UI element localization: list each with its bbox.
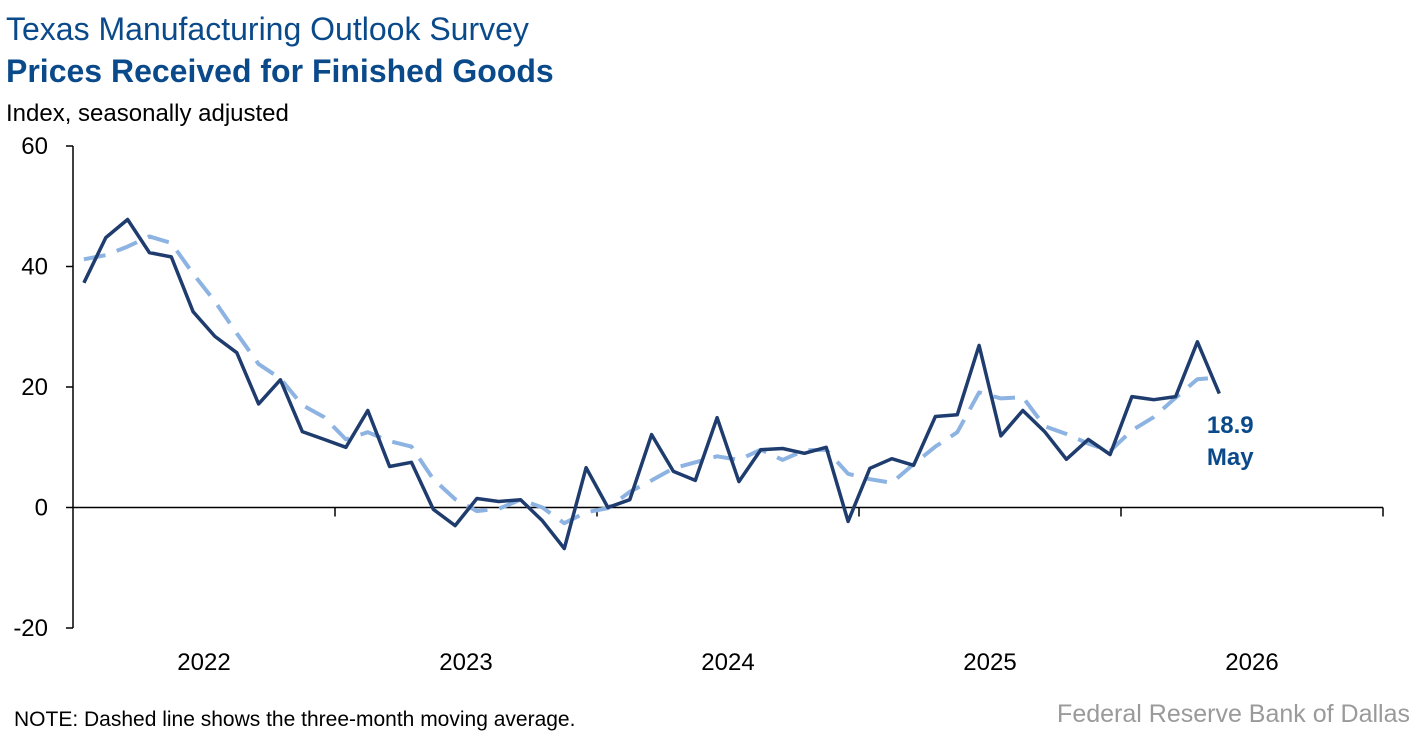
y-tick-label: 20 — [21, 374, 48, 401]
annotation: May — [1207, 444, 1254, 471]
x-tick-label: 2026 — [1225, 649, 1278, 676]
x-tick-label: 2024 — [701, 649, 754, 676]
chart-title: Texas Manufacturing Outlook Survey — [6, 11, 529, 47]
y-tick-label: -20 — [13, 615, 48, 642]
data-label: 18.9 — [1207, 412, 1254, 439]
y-tick-label: 40 — [21, 254, 48, 281]
chart-subtitle: Prices Received for Finished Goods — [6, 53, 554, 89]
moving-average-line — [83, 234, 1220, 526]
x-tick-label: 2023 — [439, 649, 492, 676]
x-tick-label: 2025 — [963, 649, 1016, 676]
index-line — [82, 217, 1221, 551]
x-tick-label: 2022 — [177, 649, 230, 676]
source: Federal Reserve Bank of Dallas — [1057, 700, 1410, 728]
y-tick-label: 0 — [35, 495, 48, 522]
y-tick-label: 60 — [21, 133, 48, 160]
y-axis-label: Index, seasonally adjusted — [6, 100, 289, 127]
note: NOTE: Dashed line shows the three-month … — [14, 708, 575, 731]
